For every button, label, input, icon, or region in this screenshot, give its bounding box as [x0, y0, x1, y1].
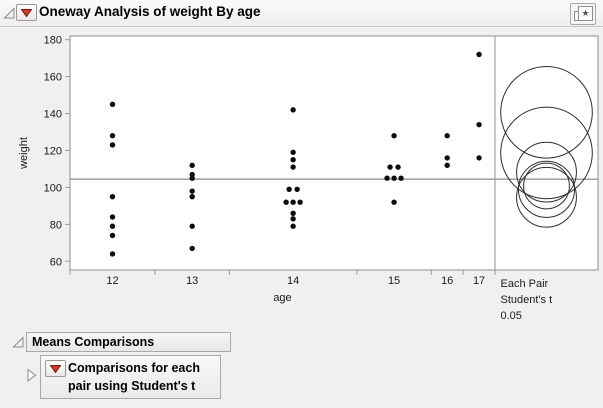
means-comparisons-header[interactable]: Means Comparisons	[26, 332, 231, 352]
y-tick-label: 80	[50, 219, 62, 231]
oneway-plot[interactable]: 60 80 100 120 140 160 180 12 13 14 15 16 17 age weight…	[0, 0, 603, 330]
plot-area[interactable]	[70, 36, 598, 270]
data-point-age14[interactable]	[290, 199, 296, 205]
data-point-age16[interactable]	[444, 162, 450, 168]
data-point-age15[interactable]	[387, 164, 393, 170]
disclosure-open-icon-means[interactable]	[12, 336, 25, 354]
data-point-age13[interactable]	[189, 171, 195, 178]
x-tick-label: 17	[473, 275, 485, 287]
data-point-age14[interactable]	[290, 210, 296, 217]
red-triangle-icon	[21, 8, 32, 17]
pin-report-button[interactable]: ★	[570, 3, 596, 25]
data-point-age14[interactable]	[290, 149, 296, 156]
y-tick-label: 60	[50, 256, 62, 268]
comparison-circle-age14[interactable]	[523, 162, 570, 210]
data-point-age17[interactable]	[476, 121, 482, 128]
data-point-age15[interactable]	[384, 175, 390, 181]
comparison-circle-age13[interactable]	[516, 166, 577, 228]
comparisons-each-pair-header[interactable]: Comparisons for each pair using Student'…	[40, 355, 221, 399]
plot-frame	[69, 35, 599, 271]
comparisons-header-line2: pair using Student's t	[68, 379, 196, 393]
disclosure-open-icon[interactable]	[3, 7, 16, 25]
comparisons-header-label: Comparisons for each pair using Student'…	[68, 359, 200, 395]
data-point-age14[interactable]	[290, 107, 296, 113]
data-point-age14[interactable]	[294, 186, 300, 192]
data-point-age13[interactable]	[189, 188, 195, 194]
y-tick-label: 100	[44, 182, 62, 194]
data-point-age16[interactable]	[444, 133, 450, 139]
data-point-age15[interactable]	[391, 199, 397, 205]
data-point-age13[interactable]	[189, 223, 195, 229]
data-point-age12[interactable]	[109, 251, 116, 257]
data-point-age15[interactable]	[391, 175, 397, 181]
circle-panel-caption: Student's t	[501, 294, 553, 306]
red-triangle-menu-button[interactable]	[16, 4, 37, 21]
data-point-age14[interactable]	[290, 157, 296, 163]
data-point-age15[interactable]	[395, 164, 401, 170]
data-point-age17[interactable]	[476, 51, 482, 58]
x-tick-label: 12	[106, 275, 118, 287]
comparison-circle-age15[interactable]	[516, 141, 577, 203]
disclosure-collapsed-icon[interactable]	[26, 368, 37, 388]
y-axis-title: weight	[18, 137, 30, 170]
report-title: Oneway Analysis of weight By age	[39, 4, 261, 19]
y-tick-label: 160	[44, 72, 62, 84]
data-point-age14[interactable]	[290, 223, 296, 229]
data-point-age14[interactable]	[290, 216, 296, 222]
circle-panel-caption: 0.05	[501, 310, 522, 322]
data-point-age12[interactable]	[109, 214, 116, 220]
data-point-age13[interactable]	[189, 162, 195, 168]
red-triangle-icon	[50, 364, 61, 373]
x-tick-label: 16	[441, 275, 453, 287]
star-icon: ★	[578, 6, 593, 21]
data-point-age15[interactable]	[391, 133, 397, 139]
x-tick-label: 13	[186, 275, 198, 287]
comparison-circle-age17[interactable]	[500, 65, 593, 159]
comparison-circle-age16[interactable]	[500, 106, 593, 200]
y-tick-label: 180	[44, 35, 62, 47]
x-axis-title: age	[273, 292, 291, 304]
red-triangle-menu-button-comparisons[interactable]	[45, 360, 66, 377]
data-point-age13[interactable]	[189, 245, 195, 252]
data-point-age12[interactable]	[109, 142, 116, 148]
x-tick-label: 14	[287, 275, 299, 287]
y-tick-label: 140	[44, 109, 62, 121]
data-point-age12[interactable]	[109, 232, 116, 239]
y-tick-label: 120	[44, 146, 62, 158]
data-point-age16[interactable]	[444, 155, 450, 161]
data-point-age12[interactable]	[109, 101, 116, 108]
data-point-age12[interactable]	[109, 193, 116, 200]
data-point-age12[interactable]	[109, 223, 116, 229]
data-point-age14[interactable]	[297, 199, 303, 205]
data-point-age13[interactable]	[189, 175, 195, 181]
data-point-age14[interactable]	[286, 186, 292, 192]
data-point-age17[interactable]	[476, 155, 482, 161]
data-point-age14[interactable]	[283, 199, 289, 205]
x-tick-label: 15	[388, 275, 400, 287]
circle-panel-caption: Each Pair	[501, 278, 549, 290]
comparisons-header-line1: Comparisons for each	[68, 361, 200, 375]
data-point-age13[interactable]	[189, 193, 195, 200]
data-point-age15[interactable]	[398, 175, 404, 181]
data-point-age12[interactable]	[109, 133, 116, 139]
data-point-age14[interactable]	[290, 164, 296, 170]
report-title-bar: Oneway Analysis of weight By age ★	[0, 0, 603, 27]
